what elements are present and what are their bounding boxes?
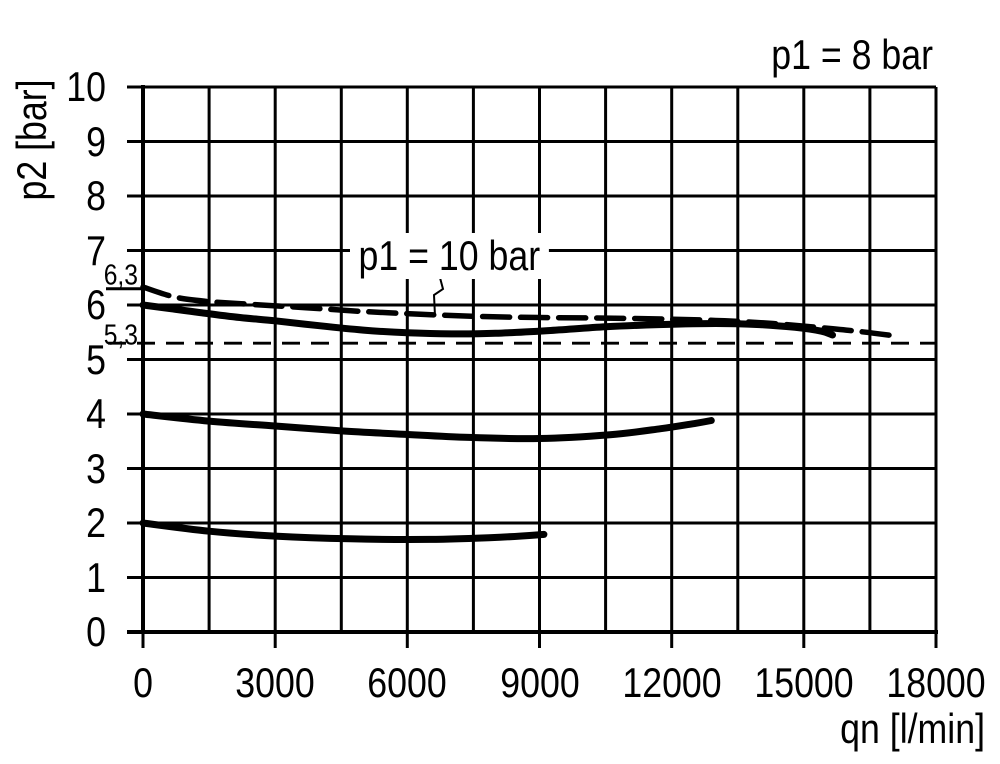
y-tick-label: 0 xyxy=(86,608,106,655)
y-tick-label: 5 xyxy=(86,335,106,383)
y-tick-label: 8 xyxy=(86,172,106,219)
curve-series-3 xyxy=(139,410,715,443)
x-tick-label: 0 xyxy=(133,659,153,706)
x-tick-label: 9000 xyxy=(499,659,580,706)
annotation-leader-line xyxy=(432,273,445,317)
x-tick-label: 15000 xyxy=(754,659,854,706)
y-tick-label: 3 xyxy=(86,444,106,492)
ref-label-5-3: 5,3 xyxy=(103,319,138,352)
y-tick-label: 9 xyxy=(86,117,106,165)
curve-series-2 xyxy=(140,284,900,339)
x-tick-label: 18000 xyxy=(886,659,986,706)
y-tick-label: 10 xyxy=(66,63,106,110)
ref-label-6-3: 6,3 xyxy=(103,259,138,292)
y-tick-label: 1 xyxy=(86,553,106,601)
y-tick-label: 2 xyxy=(86,499,106,546)
x-tick-label: 3000 xyxy=(235,659,315,706)
y-tick-label: 6 xyxy=(86,281,106,328)
annotation-p1-10bar: p1 = 10 bar xyxy=(350,233,549,279)
curve-series-4 xyxy=(139,519,548,543)
y-axis-title: p2 [bar] xyxy=(8,79,55,201)
y-tick-label: 4 xyxy=(86,390,106,437)
x-axis-title: qn [l/min] xyxy=(840,705,985,752)
x-tick-label: 6000 xyxy=(367,659,448,706)
x-tick-label: 12000 xyxy=(622,659,722,706)
y-tick-label: 7 xyxy=(86,226,106,274)
chart-title: p1 = 8 bar xyxy=(771,31,933,78)
